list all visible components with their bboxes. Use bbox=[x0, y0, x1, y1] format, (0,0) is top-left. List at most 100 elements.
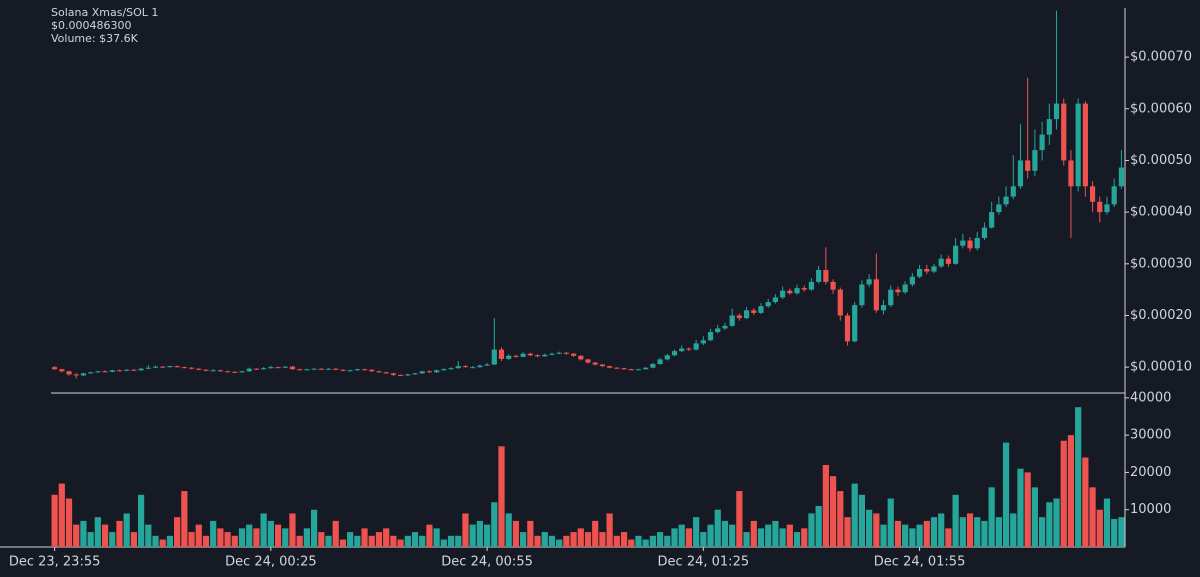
candle-body bbox=[888, 289, 894, 306]
candle-body bbox=[167, 366, 173, 368]
volume-tick-label: 40000 bbox=[1130, 390, 1171, 405]
candle-body bbox=[73, 374, 79, 376]
volume-bar bbox=[224, 532, 231, 547]
candle-body bbox=[124, 369, 130, 371]
candle-body bbox=[1010, 186, 1016, 197]
volume-bar bbox=[613, 535, 620, 547]
volume-bar bbox=[743, 532, 750, 547]
candle-body bbox=[981, 227, 988, 238]
volume-bar bbox=[801, 528, 808, 547]
volume-bar bbox=[599, 532, 606, 547]
volume-bar bbox=[1031, 487, 1039, 547]
volume-bar bbox=[628, 539, 635, 547]
candle-body bbox=[405, 374, 411, 376]
volume-bar bbox=[296, 535, 303, 547]
candle-body bbox=[542, 354, 548, 357]
volume-bar bbox=[765, 524, 772, 547]
volume-bar bbox=[902, 524, 909, 547]
candle-body bbox=[844, 315, 851, 342]
candle-body bbox=[325, 368, 332, 370]
candle-body bbox=[59, 369, 65, 372]
candle-body bbox=[52, 367, 58, 370]
candle-body bbox=[138, 368, 144, 371]
candle-body bbox=[340, 369, 346, 371]
volume-bar bbox=[238, 528, 246, 547]
volume-bar bbox=[339, 539, 347, 547]
candle-body bbox=[145, 367, 151, 369]
candle-body bbox=[671, 351, 678, 356]
candle-body bbox=[953, 245, 959, 264]
volume-bar bbox=[368, 535, 375, 547]
volume-bar bbox=[894, 520, 902, 547]
candle-body bbox=[1068, 160, 1074, 187]
volume-bar bbox=[404, 535, 411, 547]
volume-bar bbox=[267, 520, 274, 547]
volume-bar bbox=[447, 535, 455, 547]
volume-bar bbox=[325, 535, 332, 547]
volume-bar bbox=[822, 464, 829, 547]
candle-body bbox=[66, 371, 72, 375]
candle-body bbox=[599, 364, 606, 367]
candle-body bbox=[462, 366, 469, 368]
volume-bar bbox=[1010, 513, 1017, 547]
candle-body bbox=[261, 368, 267, 370]
candle-body bbox=[80, 373, 87, 376]
candle-body bbox=[758, 306, 764, 313]
candle-body bbox=[895, 289, 901, 293]
volume-bar bbox=[231, 535, 238, 547]
volume-bar bbox=[195, 524, 202, 547]
candle-body bbox=[1097, 201, 1103, 213]
x-tick-label: Dec 24, 00:55 bbox=[441, 555, 533, 570]
candle-body bbox=[333, 368, 339, 370]
volume-bar bbox=[520, 532, 527, 547]
volume-bar bbox=[181, 491, 188, 547]
volume-bar bbox=[786, 524, 793, 547]
candle-body bbox=[275, 367, 281, 369]
volume-bar bbox=[678, 524, 685, 547]
volume-bar bbox=[354, 535, 361, 547]
candle-body bbox=[707, 332, 714, 341]
candle-body bbox=[131, 369, 137, 371]
candle-body bbox=[1003, 196, 1009, 205]
volume-bar bbox=[1002, 442, 1010, 547]
candle-body bbox=[160, 366, 166, 368]
volume-bar bbox=[757, 528, 765, 547]
volume-bar bbox=[930, 517, 938, 547]
candle-body bbox=[470, 367, 476, 369]
volume-bar bbox=[202, 535, 210, 547]
volume-bar bbox=[512, 520, 520, 547]
candle-body bbox=[225, 371, 231, 373]
candle-body bbox=[902, 284, 908, 293]
volume-bar bbox=[1082, 457, 1089, 547]
candle-body bbox=[347, 370, 353, 372]
candle-body bbox=[95, 371, 101, 373]
volume-bar bbox=[858, 494, 866, 547]
volume-bar bbox=[318, 532, 325, 547]
candle-body bbox=[498, 349, 505, 359]
candle-body bbox=[801, 288, 807, 290]
candle-body bbox=[203, 369, 209, 371]
candle-body bbox=[938, 258, 944, 267]
volume-bar bbox=[1103, 498, 1111, 547]
candle-body bbox=[88, 372, 94, 374]
volume-bar bbox=[635, 535, 642, 547]
candle-body bbox=[635, 369, 642, 371]
volume-bar bbox=[1046, 502, 1053, 547]
volume-bar bbox=[260, 513, 267, 547]
volume-bar bbox=[274, 524, 282, 547]
volume-bar bbox=[145, 524, 152, 547]
candle-body bbox=[232, 371, 238, 373]
volume-bar bbox=[995, 517, 1002, 547]
volume-bar bbox=[829, 476, 837, 547]
candle-body bbox=[506, 355, 512, 359]
candle-body bbox=[1082, 103, 1088, 187]
candle-body bbox=[772, 297, 779, 303]
volume-bar bbox=[303, 528, 310, 547]
volume-bar bbox=[73, 524, 80, 547]
volume-label: Volume: $37.6K bbox=[51, 32, 139, 45]
volume-bar bbox=[101, 524, 109, 547]
volume-bar bbox=[844, 517, 851, 547]
volume-bar bbox=[383, 528, 390, 547]
x-tick-label: Dec 24, 01:55 bbox=[874, 555, 966, 570]
